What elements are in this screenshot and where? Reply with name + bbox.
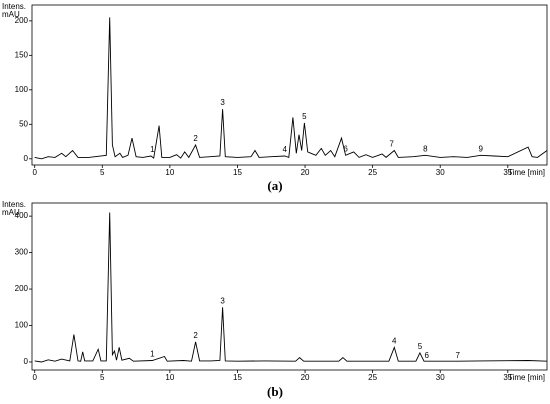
trace	[34, 17, 548, 160]
y-tick-label: 150	[15, 50, 29, 59]
y-tick-label: 300	[15, 248, 29, 257]
y-tick-label: 100	[15, 321, 29, 330]
x-axis-label: Time [min]	[508, 373, 545, 382]
y-tick-label: 200	[15, 16, 29, 25]
y-axis-label: mAU	[2, 208, 20, 217]
peak-label: 2	[193, 331, 198, 340]
x-tick-label: 25	[368, 168, 377, 177]
x-tick-label: 10	[165, 168, 174, 177]
peak-label: 7	[389, 140, 394, 149]
x-tick-label: 0	[32, 168, 37, 177]
peak-label: 9	[479, 144, 484, 153]
y-tick-label: 0	[24, 357, 29, 366]
panel-caption: (b)	[267, 384, 283, 399]
peak-label: 1	[150, 350, 155, 359]
plot-frame	[31, 4, 548, 166]
peak-label: 6	[343, 144, 348, 153]
peak-label: 8	[423, 144, 428, 153]
y-tick-label: 400	[15, 211, 29, 220]
x-tick-label: 15	[233, 373, 242, 382]
y-tick-label: 50	[19, 119, 28, 128]
plot-frame	[31, 202, 548, 371]
x-tick-label: 0	[32, 373, 37, 382]
peak-label: 1	[150, 145, 155, 154]
x-tick-label: 35	[503, 373, 512, 382]
peak-label: 2	[193, 134, 198, 143]
y-axis-label: Intens.	[2, 200, 26, 209]
x-tick-label: 20	[301, 168, 310, 177]
y-tick-label: 100	[15, 85, 29, 94]
x-tick-label: 5	[100, 373, 105, 382]
peak-label: 3	[220, 296, 225, 305]
peak-label: 5	[418, 342, 423, 351]
peak-label: 7	[456, 351, 461, 360]
x-tick-label: 10	[165, 373, 174, 382]
peak-label: 5	[302, 112, 307, 121]
y-tick-label: 0	[24, 154, 29, 163]
peak-label: 6	[424, 351, 429, 360]
x-tick-label: 30	[436, 373, 445, 382]
x-tick-label: 30	[436, 168, 445, 177]
peak-label: 4	[392, 337, 397, 346]
x-tick-label: 5	[100, 168, 105, 177]
y-axis-label: Intens.	[2, 2, 26, 11]
y-axis-label: mAU	[2, 10, 20, 19]
peak-label: 3	[220, 98, 225, 107]
x-tick-label: 25	[368, 373, 377, 382]
trace	[34, 212, 548, 363]
x-axis-label: Time [min]	[508, 168, 545, 177]
x-tick-label: 35	[503, 168, 512, 177]
panel-caption: (a)	[267, 178, 282, 193]
y-tick-label: 200	[15, 284, 29, 293]
x-tick-label: 15	[233, 168, 242, 177]
x-tick-label: 20	[301, 373, 310, 382]
peak-label: 4	[283, 145, 288, 154]
